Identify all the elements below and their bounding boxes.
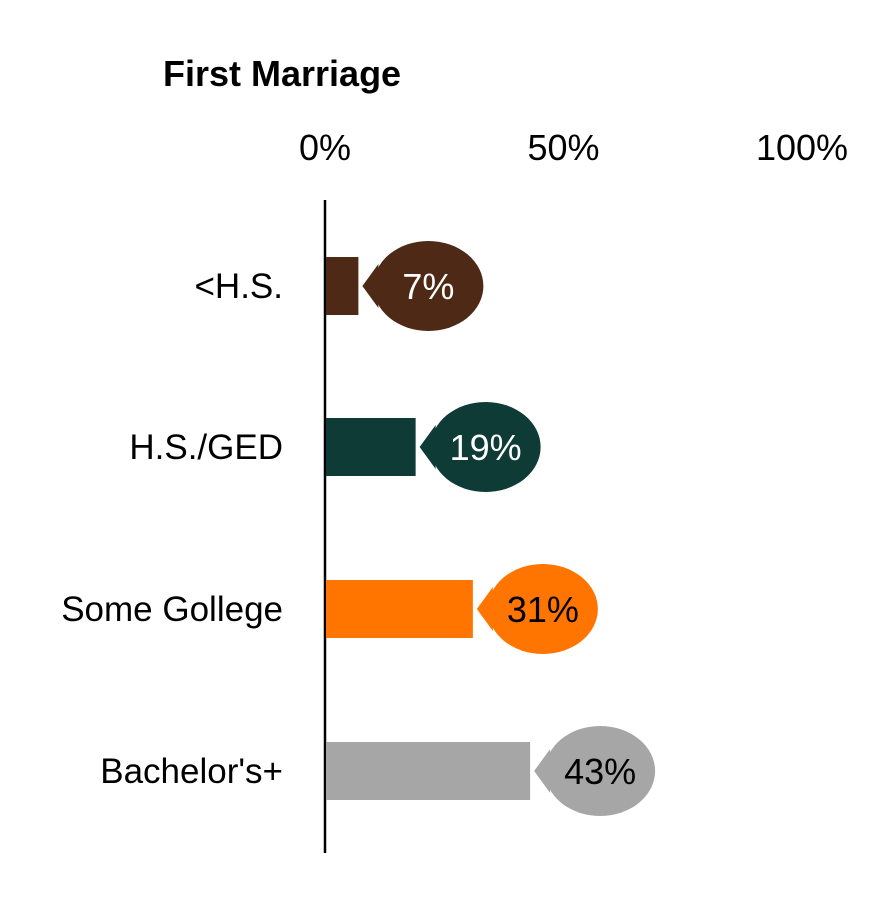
category-label: Some Gollege [61,590,283,629]
data-label: 19% [450,427,522,468]
x-tick-label: 50% [527,127,599,168]
data-label-bubble [487,564,598,654]
callout-pointer [419,425,436,469]
data-label: 43% [564,751,636,792]
bar [326,418,416,476]
chart-title: First Marriage [163,53,401,94]
category-label: <H.S. [194,267,283,306]
data-label-bubble [430,402,541,492]
x-tick-label: 100% [756,127,848,168]
data-label-bubble [373,241,484,331]
bar [326,580,473,638]
bar [326,742,531,800]
data-label: 7% [402,266,454,307]
callout-pointer [362,264,379,308]
callout-pointer [534,749,551,793]
x-tick-label: 0% [299,127,351,168]
data-label-bubble [545,726,656,816]
data-label: 31% [507,589,579,630]
category-label: Bachelor's+ [100,752,283,791]
callout-pointer [476,587,493,631]
category-label: H.S./GED [129,428,283,467]
bar [326,257,359,315]
